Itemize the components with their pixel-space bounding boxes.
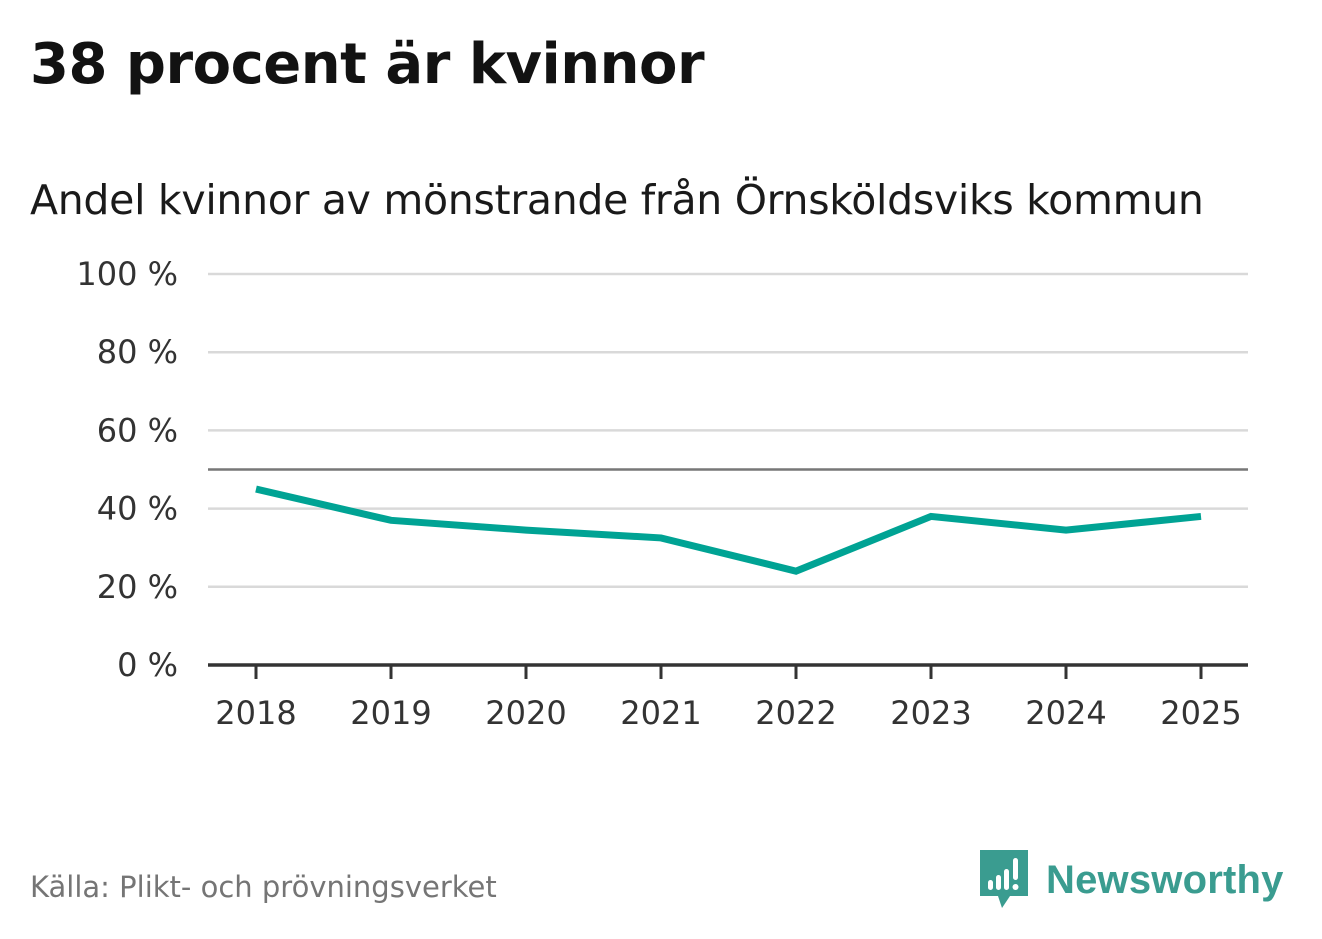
source-note: Källa: Plikt- och prövningsverket — [30, 870, 497, 904]
x-tick-label: 2022 — [755, 694, 836, 732]
gridlines — [208, 272, 1248, 589]
y-tick-label: 0 % — [117, 646, 178, 684]
y-tick-label: 20 % — [97, 568, 178, 606]
x-tick-labels: 2018 2019 2020 2021 2022 2023 2024 2025 — [215, 694, 1241, 732]
x-tick-label: 2018 — [215, 694, 296, 732]
x-tick-label: 2024 — [1025, 694, 1106, 732]
x-tick-label: 2020 — [485, 694, 566, 732]
x-tick-label: 2019 — [350, 694, 431, 732]
newsworthy-logo: Newsworthy — [980, 850, 1284, 910]
y-tick-label: 60 % — [97, 411, 178, 449]
chart-subtitle: Andel kvinnor av mönstrande från Örnsköl… — [30, 176, 1204, 224]
y-tick-label: 80 % — [97, 333, 178, 371]
axes — [208, 663, 1248, 679]
x-tick-label: 2023 — [890, 694, 971, 732]
y-tick-label: 100 % — [76, 255, 178, 293]
x-tick-label: 2025 — [1160, 694, 1241, 732]
y-tick-label: 40 % — [97, 490, 178, 528]
y-tick-labels: 0 % 20 % 40 % 60 % 80 % 100 % — [76, 255, 178, 684]
series — [255, 485, 1202, 575]
x-tick-label: 2021 — [620, 694, 701, 732]
chart-title: 38 procent är kvinnor — [30, 32, 705, 97]
logo-text: Newsworthy — [1046, 857, 1284, 902]
series-line-0 — [255, 485, 1202, 575]
bar-chart-speech-bubble-icon — [980, 850, 1028, 908]
